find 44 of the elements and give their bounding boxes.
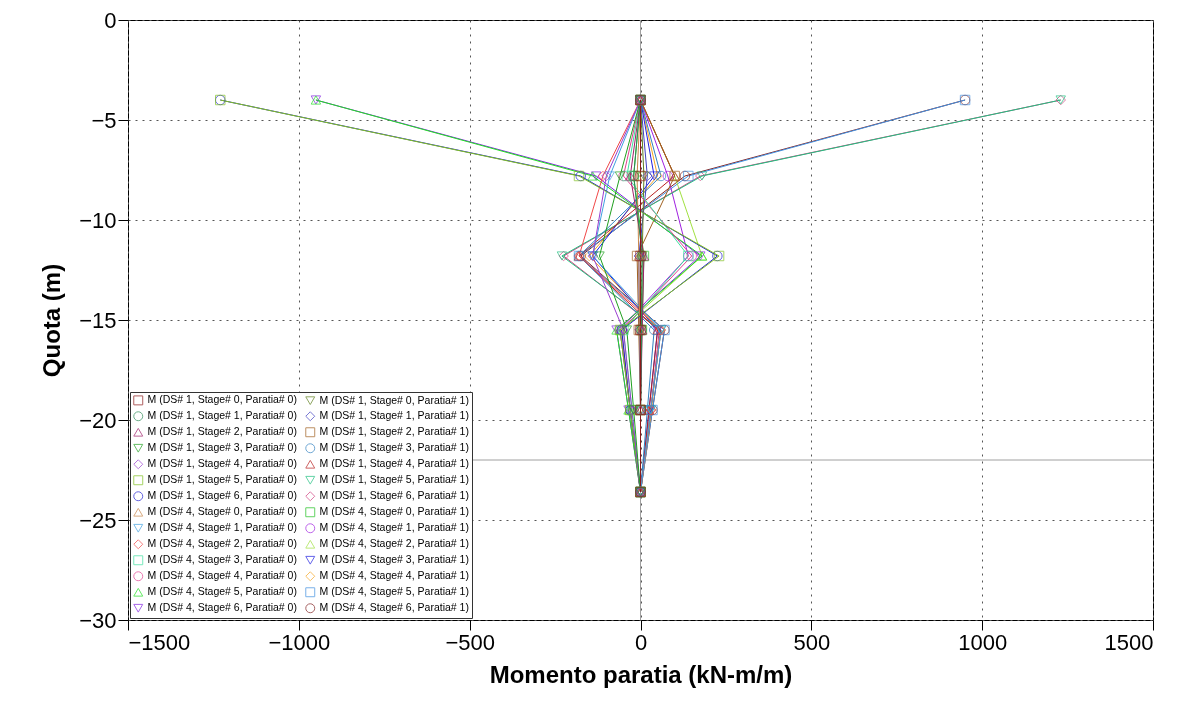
legend-label: M (DS# 1, Stage# 4, Paratia# 0) — [147, 457, 297, 470]
legend-label: M (DS# 1, Stage# 6, Paratia# 0) — [147, 489, 297, 502]
legend-label: M (DS# 4, Stage# 6, Paratia# 0) — [147, 601, 297, 614]
y-tick-label: −15 — [79, 307, 117, 333]
y-tick-label: 0 — [104, 7, 117, 33]
y-axis-title: Quota (m) — [38, 263, 66, 378]
legend-label: M (DS# 4, Stage# 3, Paratia# 0) — [147, 553, 297, 566]
legend-label: M (DS# 4, Stage# 3, Paratia# 1) — [319, 553, 469, 566]
x-tick-label: −500 — [445, 629, 495, 655]
legend-label: M (DS# 1, Stage# 0, Paratia# 0) — [147, 393, 297, 406]
legend-label: M (DS# 1, Stage# 0, Paratia# 1) — [319, 393, 469, 406]
y-tick-label: −20 — [79, 407, 117, 433]
legend-label: M (DS# 4, Stage# 0, Paratia# 0) — [147, 505, 297, 518]
legend-label: M (DS# 4, Stage# 4, Paratia# 1) — [319, 569, 469, 582]
legend-label: M (DS# 1, Stage# 6, Paratia# 1) — [319, 489, 469, 502]
legend-label: M (DS# 4, Stage# 6, Paratia# 1) — [319, 601, 469, 614]
legend-label: M (DS# 1, Stage# 1, Paratia# 0) — [147, 409, 297, 422]
x-tick-label: 1000 — [958, 629, 1008, 655]
legend-label: M (DS# 4, Stage# 2, Paratia# 0) — [147, 537, 297, 550]
x-tick-label: −1500 — [128, 629, 191, 655]
legend-label: M (DS# 1, Stage# 3, Paratia# 1) — [319, 441, 469, 454]
legend-label: M (DS# 4, Stage# 1, Paratia# 1) — [319, 521, 469, 534]
y-tick-label: −5 — [91, 107, 117, 133]
legend-label: M (DS# 1, Stage# 3, Paratia# 0) — [147, 441, 297, 454]
legend-label: M (DS# 1, Stage# 5, Paratia# 0) — [147, 473, 297, 486]
x-tick-label: −1000 — [268, 629, 331, 655]
legend-label: M (DS# 1, Stage# 2, Paratia# 0) — [147, 425, 297, 438]
legend-label: M (DS# 1, Stage# 1, Paratia# 1) — [319, 409, 469, 422]
y-tick-label: −25 — [79, 507, 117, 533]
x-tick-label: 1500 — [1104, 629, 1154, 655]
legend-label: M (DS# 4, Stage# 4, Paratia# 0) — [147, 569, 297, 582]
x-tick-label: 500 — [793, 629, 831, 655]
legend-label: M (DS# 4, Stage# 2, Paratia# 1) — [319, 537, 469, 550]
legend-label: M (DS# 4, Stage# 5, Paratia# 1) — [319, 585, 469, 598]
x-tick-label: 0 — [634, 629, 648, 655]
x-axis-title: Momento paratia (kN-m/m) — [489, 660, 793, 688]
legend-label: M (DS# 1, Stage# 4, Paratia# 1) — [319, 457, 469, 470]
legend-label: M (DS# 1, Stage# 2, Paratia# 1) — [319, 425, 469, 438]
legend-label: M (DS# 1, Stage# 5, Paratia# 1) — [319, 473, 469, 486]
y-tick-label: −30 — [79, 607, 117, 633]
legend-label: M (DS# 4, Stage# 1, Paratia# 0) — [147, 521, 297, 534]
legend-label: M (DS# 4, Stage# 0, Paratia# 1) — [319, 505, 469, 518]
legend-label: M (DS# 4, Stage# 5, Paratia# 0) — [147, 585, 297, 598]
y-tick-label: −10 — [79, 207, 117, 233]
